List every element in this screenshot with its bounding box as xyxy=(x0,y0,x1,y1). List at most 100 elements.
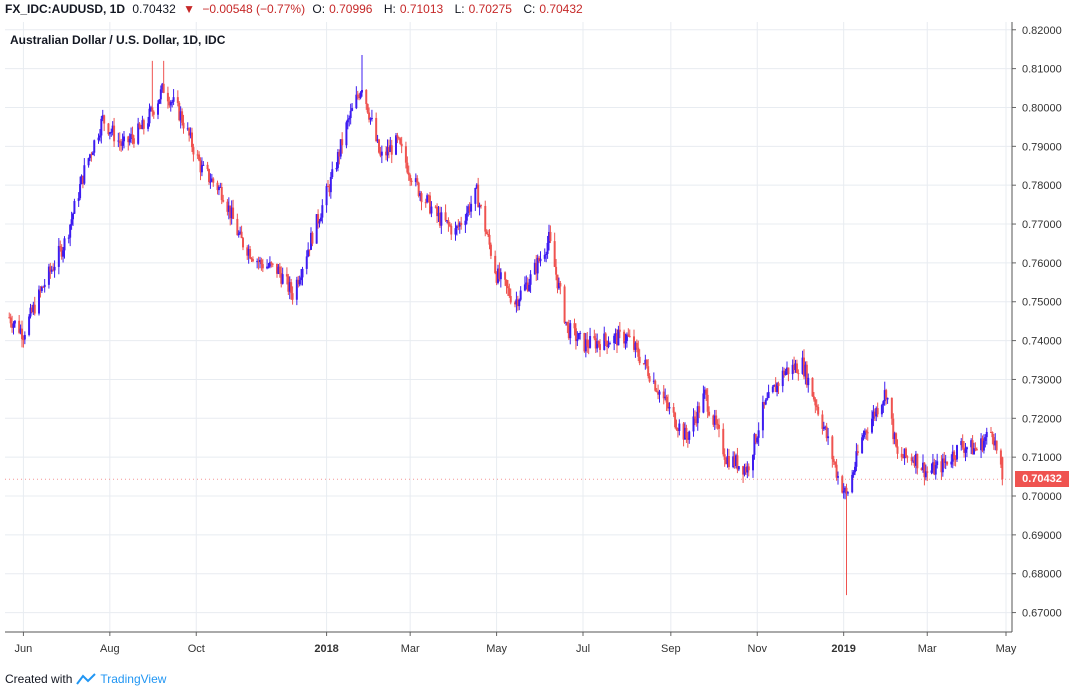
candle-body[interactable] xyxy=(644,359,647,364)
candle-body[interactable] xyxy=(726,456,729,464)
candle-body[interactable] xyxy=(67,237,70,239)
candle-body[interactable] xyxy=(906,456,909,458)
candle-body[interactable] xyxy=(596,341,599,349)
candle-body[interactable] xyxy=(341,139,344,146)
candle-body[interactable] xyxy=(192,147,195,155)
candle-body[interactable] xyxy=(162,83,165,93)
candle-body[interactable] xyxy=(623,331,626,344)
candle-body[interactable] xyxy=(202,164,205,166)
candle-body[interactable] xyxy=(300,277,303,281)
candle-body[interactable] xyxy=(28,316,31,335)
candle-body[interactable] xyxy=(934,464,937,475)
candle-body[interactable] xyxy=(460,222,463,226)
candle-body[interactable] xyxy=(236,218,239,236)
candle-body[interactable] xyxy=(390,145,393,155)
candle-body[interactable] xyxy=(270,262,273,264)
candle-body[interactable] xyxy=(902,457,905,459)
candle-body[interactable] xyxy=(885,390,888,400)
candle-body[interactable] xyxy=(30,307,33,313)
candle-body[interactable] xyxy=(599,344,601,350)
candle-body[interactable] xyxy=(132,138,135,144)
candle-body[interactable] xyxy=(247,249,250,256)
candle-body[interactable] xyxy=(385,151,388,156)
candle-body[interactable] xyxy=(579,332,582,334)
candle-body[interactable] xyxy=(212,178,215,183)
candle-body[interactable] xyxy=(250,258,253,260)
candle-body[interactable] xyxy=(222,200,225,202)
candle-body[interactable] xyxy=(875,408,878,417)
candle-body[interactable] xyxy=(876,408,879,415)
candle-body[interactable] xyxy=(307,249,310,257)
candle-body[interactable] xyxy=(130,134,133,139)
candle-body[interactable] xyxy=(98,135,101,138)
candle-body[interactable] xyxy=(281,274,284,284)
candle-body[interactable] xyxy=(434,206,437,208)
candle-body[interactable] xyxy=(399,138,402,144)
candle-body[interactable] xyxy=(865,430,868,433)
candle-body[interactable] xyxy=(80,175,83,185)
candle-body[interactable] xyxy=(137,123,140,144)
candle-body[interactable] xyxy=(718,424,720,429)
candle-body[interactable] xyxy=(845,487,848,494)
candle-body[interactable] xyxy=(189,132,192,136)
candle-body[interactable] xyxy=(249,249,252,259)
candle-body[interactable] xyxy=(169,102,172,106)
candle-body[interactable] xyxy=(573,323,576,329)
candle-body[interactable] xyxy=(604,333,607,341)
candle-body[interactable] xyxy=(331,169,334,178)
candle-body[interactable] xyxy=(113,125,116,142)
candle-body[interactable] xyxy=(882,401,885,406)
candle-body[interactable] xyxy=(430,206,433,214)
candle-body[interactable] xyxy=(793,364,796,370)
candle-body[interactable] xyxy=(642,363,645,365)
candle-body[interactable] xyxy=(186,128,189,130)
candle-body[interactable] xyxy=(397,137,400,139)
candle-body[interactable] xyxy=(509,295,512,303)
candle-body[interactable] xyxy=(984,437,987,441)
candle-body[interactable] xyxy=(103,115,106,124)
candle-body[interactable] xyxy=(358,96,361,99)
candle-body[interactable] xyxy=(696,406,699,424)
candle-body[interactable] xyxy=(308,249,311,251)
candle-body[interactable] xyxy=(287,276,290,292)
candle-body[interactable] xyxy=(606,340,609,348)
candle-body[interactable] xyxy=(519,290,522,300)
candle-body[interactable] xyxy=(608,343,611,345)
candle-body[interactable] xyxy=(946,461,949,465)
candle-body[interactable] xyxy=(871,418,873,433)
candle-body[interactable] xyxy=(159,89,162,100)
candle-body[interactable] xyxy=(618,329,621,332)
candle-body[interactable] xyxy=(368,112,371,120)
candle-body[interactable] xyxy=(301,268,304,278)
candle-body[interactable] xyxy=(861,437,864,454)
candle-body[interactable] xyxy=(678,423,681,431)
candle-body[interactable] xyxy=(584,339,587,352)
candle-body[interactable] xyxy=(246,247,249,256)
candle-body[interactable] xyxy=(436,206,439,217)
candle-body[interactable] xyxy=(259,259,261,262)
candle-body[interactable] xyxy=(926,471,929,473)
candle-body[interactable] xyxy=(893,433,896,440)
candle-body[interactable] xyxy=(188,128,191,136)
symbol-label[interactable]: FX_IDC:AUDUSD, 1D xyxy=(5,2,126,16)
candle-body[interactable] xyxy=(251,259,254,262)
candle-body[interactable] xyxy=(311,232,314,244)
candle-body[interactable] xyxy=(985,431,988,438)
candle-body[interactable] xyxy=(495,272,498,283)
candle-body[interactable] xyxy=(141,120,144,130)
candle-body[interactable] xyxy=(832,459,835,462)
candle-body[interactable] xyxy=(992,437,995,446)
candle-body[interactable] xyxy=(587,346,590,348)
candle-body[interactable] xyxy=(477,184,480,208)
candle-body[interactable] xyxy=(837,476,839,478)
candle-body[interactable] xyxy=(475,184,478,188)
candle-body[interactable] xyxy=(348,118,351,120)
candle-body[interactable] xyxy=(797,373,800,375)
candle-body[interactable] xyxy=(488,234,491,245)
candle-body[interactable] xyxy=(318,221,321,224)
candle-body[interactable] xyxy=(614,333,617,336)
candle-body[interactable] xyxy=(794,363,797,370)
candle-body[interactable] xyxy=(365,89,368,104)
candle-body[interactable] xyxy=(147,123,150,129)
candle-body[interactable] xyxy=(227,205,230,212)
